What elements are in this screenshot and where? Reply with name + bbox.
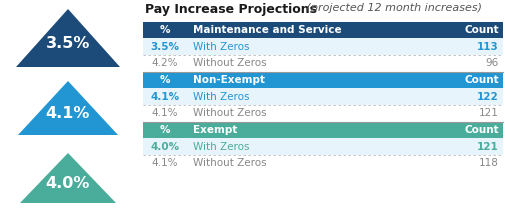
Text: 121: 121 [478, 108, 498, 119]
Text: Without Zeros: Without Zeros [192, 108, 266, 119]
Text: 4.1%: 4.1% [152, 108, 178, 119]
Text: Count: Count [464, 75, 498, 85]
Text: Exempt: Exempt [192, 125, 237, 135]
Text: 4.2%: 4.2% [152, 59, 178, 68]
Text: With Zeros: With Zeros [192, 141, 249, 151]
Bar [143, 72, 502, 88]
Text: Count: Count [464, 25, 498, 35]
Text: 121: 121 [476, 141, 498, 151]
Text: 4.0%: 4.0% [150, 141, 179, 151]
Text: (projected 12 month increases): (projected 12 month increases) [302, 3, 481, 13]
Text: 122: 122 [476, 92, 498, 102]
Text: 4.0%: 4.0% [46, 175, 90, 191]
Bar [143, 138, 502, 155]
Text: With Zeros: With Zeros [192, 41, 249, 51]
Polygon shape [18, 81, 118, 135]
Text: %: % [160, 25, 170, 35]
Polygon shape [16, 9, 120, 67]
Text: 3.5%: 3.5% [150, 41, 179, 51]
Bar [143, 122, 502, 138]
Text: %: % [160, 125, 170, 135]
Text: Maintenance and Service: Maintenance and Service [192, 25, 341, 35]
Text: 3.5%: 3.5% [46, 36, 90, 51]
Bar [143, 88, 502, 105]
Text: Non-Exempt: Non-Exempt [192, 75, 265, 85]
Text: 4.1%: 4.1% [152, 159, 178, 168]
Text: 96: 96 [485, 59, 498, 68]
Text: 4.1%: 4.1% [46, 106, 90, 121]
Text: Without Zeros: Without Zeros [192, 59, 266, 68]
Text: %: % [160, 75, 170, 85]
Text: Pay Increase Projections: Pay Increase Projections [145, 3, 316, 16]
Text: 113: 113 [476, 41, 498, 51]
Bar [143, 22, 502, 38]
Text: 4.1%: 4.1% [150, 92, 179, 102]
Text: With Zeros: With Zeros [192, 92, 249, 102]
Polygon shape [20, 153, 116, 203]
Text: 118: 118 [478, 159, 498, 168]
Bar [143, 38, 502, 55]
Text: Without Zeros: Without Zeros [192, 159, 266, 168]
Text: Count: Count [464, 125, 498, 135]
